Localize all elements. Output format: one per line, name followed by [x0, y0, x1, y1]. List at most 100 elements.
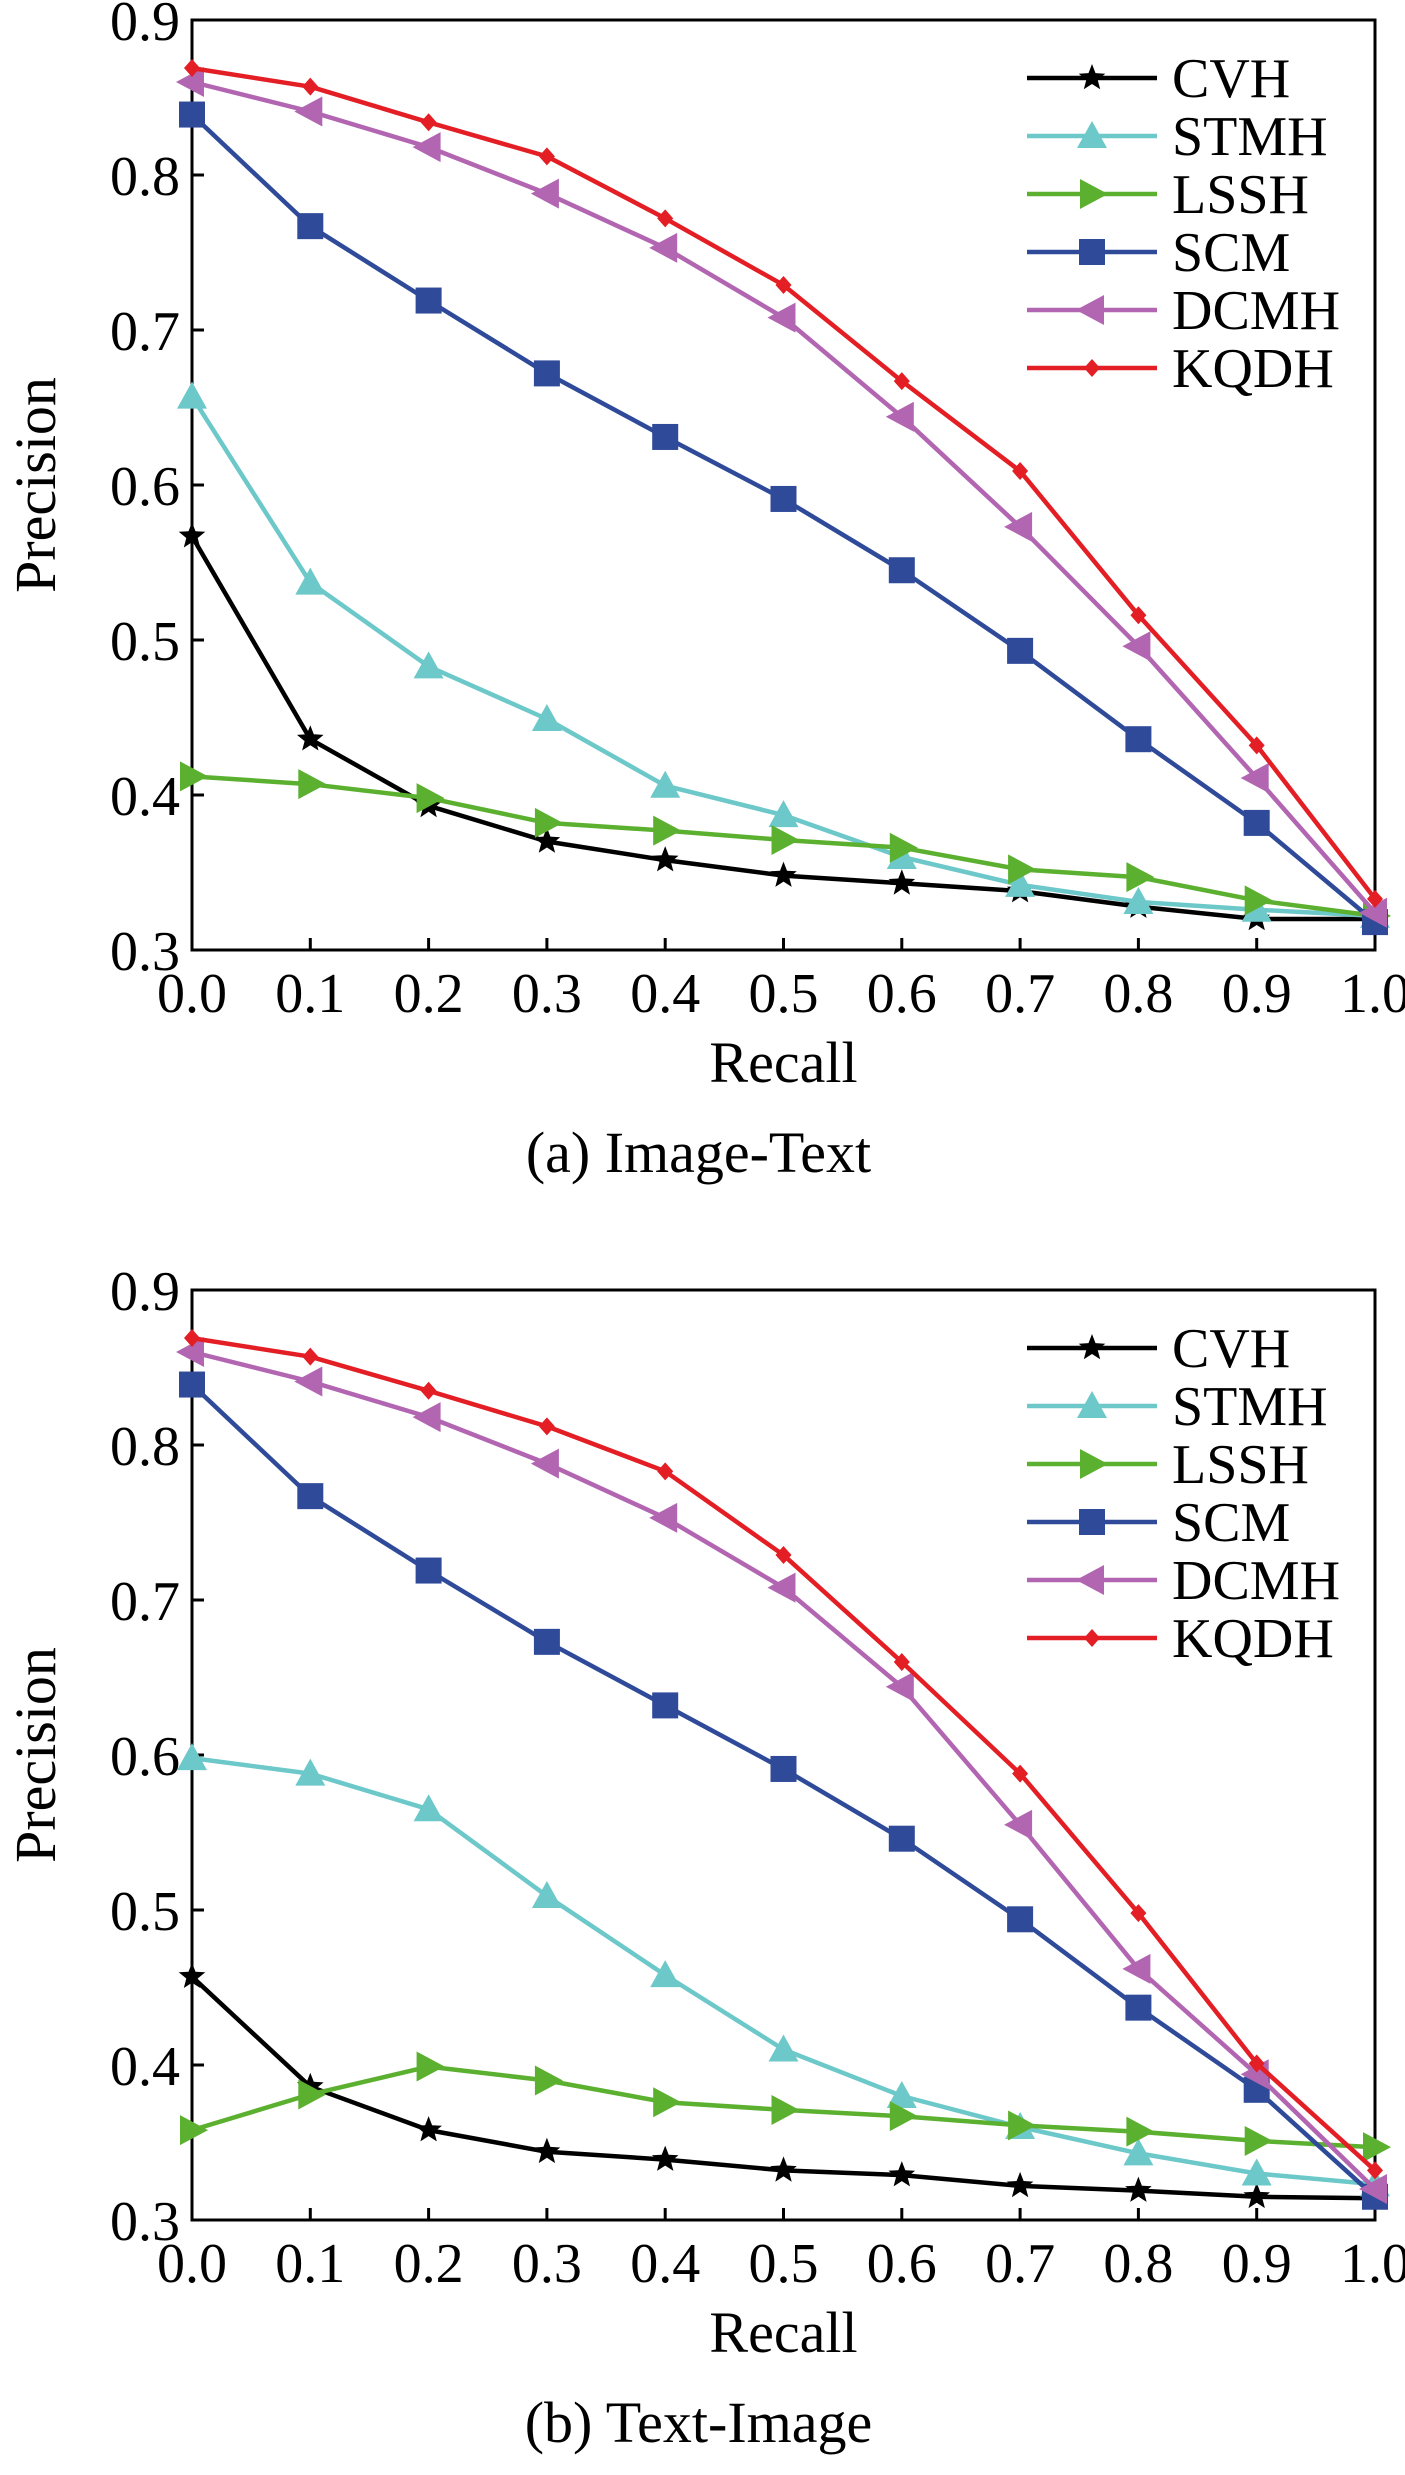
series-lssh: [180, 2051, 1391, 2163]
data-point-lssh: [298, 769, 327, 800]
x-tick-label: 0.3: [512, 963, 582, 1025]
data-point-lssh: [1126, 2116, 1155, 2147]
y-tick-label: 0.6: [110, 1726, 180, 1788]
y-tick-label: 0.9: [110, 1261, 180, 1323]
series-kqdh: [184, 59, 1383, 908]
data-point-kqdh: [420, 113, 437, 132]
data-point-cvh: [1243, 2182, 1270, 2209]
data-point-lssh: [1363, 2132, 1391, 2163]
data-point-lssh: [180, 761, 208, 792]
data-point-kqdh: [1248, 736, 1265, 755]
data-point-cvh: [1006, 2171, 1034, 2198]
y-tick-label: 0.4: [110, 766, 180, 828]
x-tick-label: 0.2: [394, 2233, 464, 2295]
data-point-kqdh: [184, 1329, 200, 1348]
series-stmh: [177, 1743, 1390, 2197]
data-point-scm: [415, 1557, 442, 1584]
series-kqdh: [184, 1329, 1383, 2180]
data-point-cvh: [533, 827, 561, 853]
series-dcmh: [176, 67, 1387, 928]
data-point-scm: [533, 360, 560, 387]
data-point-lssh: [534, 807, 563, 838]
y-tick-label: 0.7: [110, 1571, 180, 1633]
data-point-scm: [1125, 726, 1152, 753]
data-point-lssh: [416, 783, 445, 814]
data-point-dcmh: [530, 178, 559, 209]
legend-label-kqdh: KQDH: [1172, 1608, 1334, 1670]
y-tick-label: 0.4: [110, 2036, 180, 2098]
data-point-cvh: [533, 2137, 561, 2164]
legend-marker-cvh: [1078, 1334, 1106, 1360]
data-point-lssh: [653, 815, 682, 846]
data-point-cvh: [297, 725, 324, 751]
x-tick-label: 0.5: [749, 2233, 819, 2295]
x-tick-label: 0.2: [394, 963, 464, 1025]
x-tick-label: 0.4: [630, 2233, 700, 2295]
data-point-stmh: [295, 1758, 326, 1786]
data-point-kqdh: [893, 1653, 910, 1671]
y-tick-label: 0.3: [110, 921, 180, 983]
data-point-lssh: [889, 832, 918, 863]
data-point-stmh: [413, 1794, 444, 1822]
data-point-kqdh: [538, 1417, 555, 1436]
series-cvh: [178, 522, 1389, 931]
data-point-scm: [1125, 1994, 1152, 2021]
x-tick-label: 0.0: [157, 963, 227, 1025]
x-tick-label: 0.9: [1222, 963, 1292, 1025]
data-point-dcmh: [1240, 762, 1269, 793]
data-point-scm: [770, 1755, 797, 1782]
data-point-kqdh: [893, 372, 910, 391]
data-point-stmh: [531, 1881, 562, 1909]
data-point-lssh: [1008, 2110, 1037, 2141]
data-point-dcmh: [885, 401, 914, 432]
data-point-dcmh: [649, 232, 678, 263]
data-point-kqdh: [1130, 1904, 1147, 1923]
y-tick-label: 0.7: [110, 301, 180, 363]
legend-label-stmh: STMH: [1172, 106, 1328, 168]
data-point-stmh: [177, 381, 207, 409]
x-axis-title: Recall: [709, 1030, 857, 1095]
data-point-kqdh: [1012, 1764, 1029, 1783]
legend-label-dcmh: DCMH: [1172, 280, 1340, 342]
series-stmh: [177, 381, 1390, 928]
data-point-kqdh: [775, 1546, 792, 1565]
chart-panel-a: 0.0 0.1 0.2 0.3 0.4 0.5 0.6 0.7 0.8 0.9 1.0 0.3 0.4 0…: [3, 0, 1405, 1185]
data-point-dcmh: [294, 96, 323, 127]
data-point-scm: [415, 287, 442, 314]
legend-label-dcmh: DCMH: [1172, 1550, 1340, 1612]
legend-marker-kqdh: [1084, 359, 1100, 377]
data-point-scm: [179, 101, 205, 128]
data-point-dcmh: [412, 1402, 441, 1433]
data-point-kqdh: [302, 77, 319, 96]
series-lssh: [180, 761, 1391, 931]
legend-marker-dcmh: [1076, 1565, 1104, 1595]
data-point-kqdh: [420, 1381, 437, 1400]
data-point-kqdh: [657, 1462, 674, 1481]
data-point-scm: [888, 1825, 915, 1852]
data-point-stmh: [295, 567, 326, 595]
data-point-stmh: [1005, 869, 1036, 897]
data-point-cvh: [770, 2156, 797, 2182]
data-point-dcmh: [767, 1572, 796, 1603]
panel-caption: (b) Text-Image: [525, 2390, 873, 2455]
legend-label-lssh: LSSH: [1172, 1434, 1309, 1496]
data-point-lssh: [1008, 854, 1037, 885]
series-line-stmh: [191, 1755, 1376, 2187]
x-tick-label: 0.9: [1222, 2233, 1292, 2295]
data-point-lssh: [534, 2065, 563, 2096]
data-point-dcmh: [412, 132, 441, 163]
legend-marker-stmh: [1077, 121, 1107, 148]
chart-panel-b: 0.0 0.1 0.2 0.3 0.4 0.5 0.6 0.7 0.8 0.9 1.0 0.3 0.4 0…: [3, 1261, 1405, 2455]
data-point-lssh: [180, 2115, 208, 2146]
data-point-kqdh: [1367, 2161, 1383, 2180]
x-tick-label: 0.7: [985, 2233, 1055, 2295]
data-point-dcmh: [767, 302, 796, 333]
data-point-lssh: [771, 824, 800, 855]
data-point-cvh: [651, 846, 679, 872]
data-point-lssh: [1126, 862, 1155, 893]
data-point-scm: [652, 1692, 679, 1719]
y-tick-label: 0.9: [110, 0, 180, 53]
data-point-scm: [179, 1371, 205, 1398]
series-scm: [179, 1371, 1388, 2210]
data-point-cvh: [770, 861, 797, 887]
